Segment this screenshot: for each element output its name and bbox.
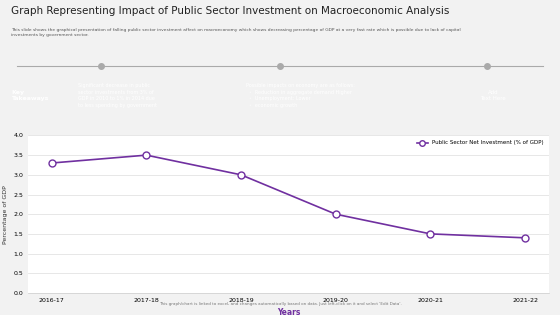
Legend: Public Sector Net Investment (% of GDP): Public Sector Net Investment (% of GDP) [414,138,546,148]
Text: Key
Takeaways: Key Takeaways [11,90,49,101]
Text: This slide shows the graphical presentation of falling public sector investment : This slide shows the graphical presentat… [11,28,461,37]
Text: This graph/chart is linked to excel, and changes automatically based on data. Ju: This graph/chart is linked to excel, and… [158,302,402,306]
Text: Significant decrease in public
sector investments from 3% of
GDP in 2010 to 1% i: Significant decrease in public sector in… [78,83,157,108]
Text: Possible impacts on economy are as follows:
  ◦  Reduction in aggregate demand H: Possible impacts on economy are as follo… [246,83,355,108]
Text: Add
Text Here: Add Text Here [480,90,506,101]
Y-axis label: Percentage of GDP: Percentage of GDP [3,185,8,243]
Text: Graph Representing Impact of Public Sector Investment on Macroeconomic Analysis: Graph Representing Impact of Public Sect… [11,6,450,16]
X-axis label: Years: Years [277,308,300,315]
